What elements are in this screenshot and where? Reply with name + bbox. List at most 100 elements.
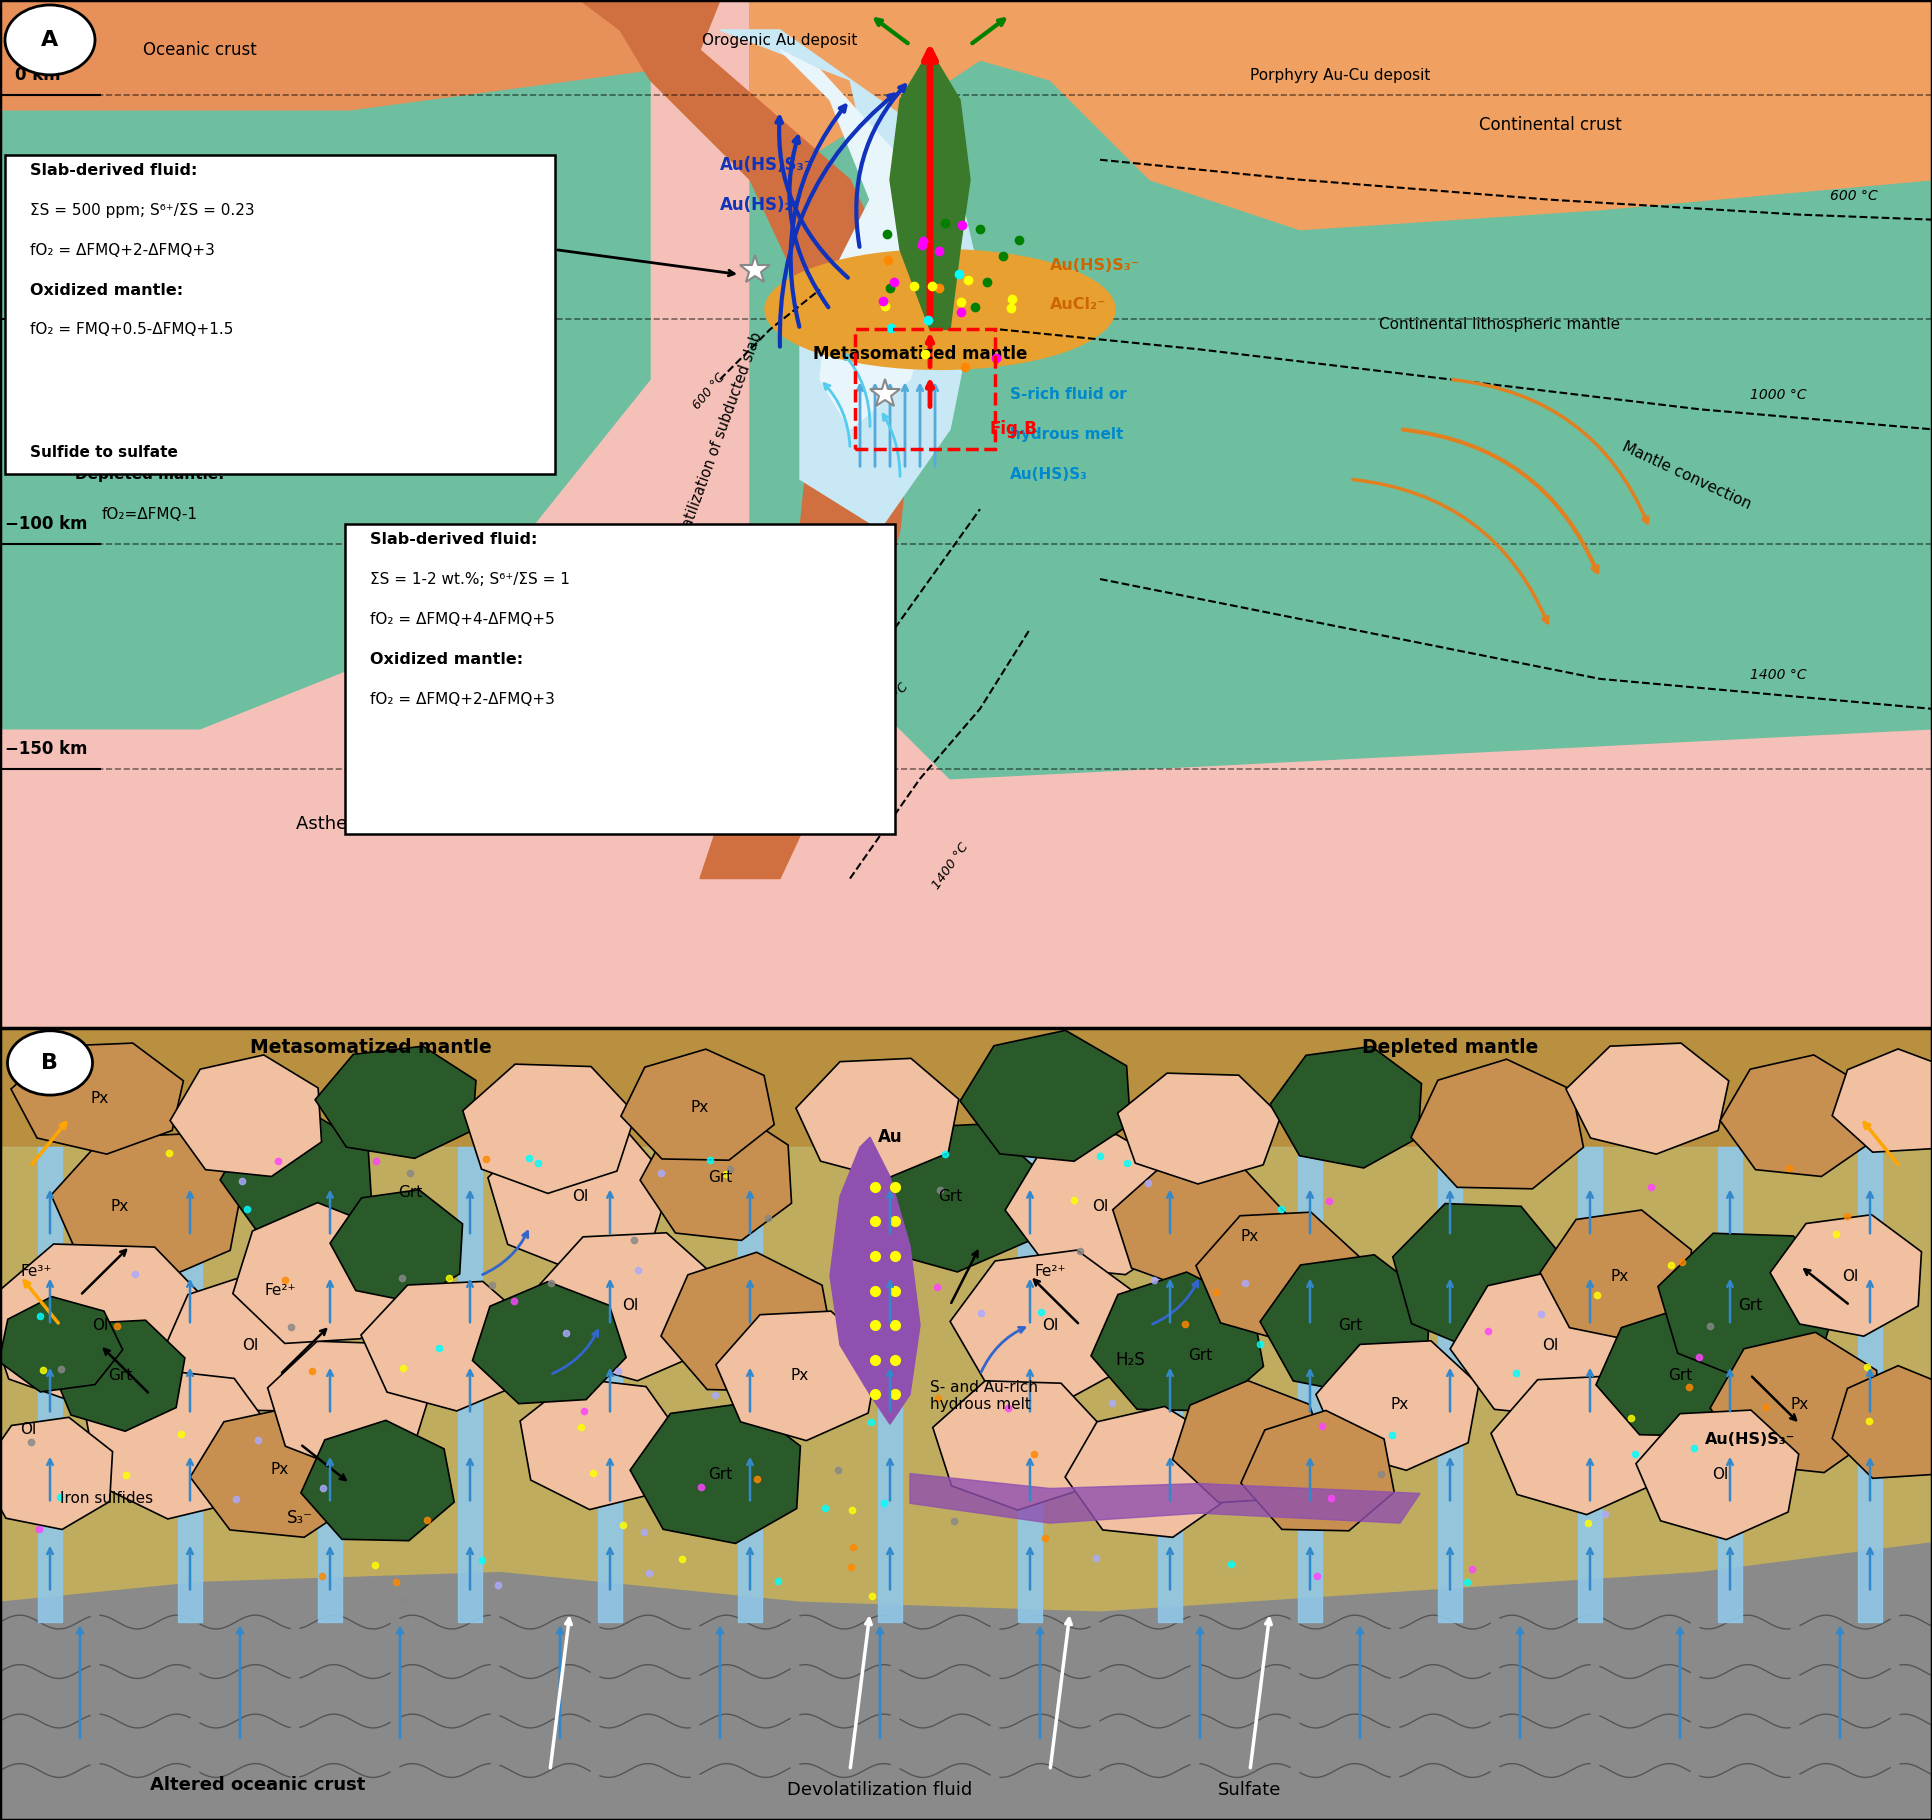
Text: −50 km: −50 km: [6, 291, 75, 309]
Text: Px: Px: [1391, 1398, 1408, 1412]
Polygon shape: [531, 1232, 723, 1381]
Text: Ol: Ol: [1092, 1199, 1109, 1214]
Text: Orogenic Au deposit: Orogenic Au deposit: [703, 33, 858, 47]
Polygon shape: [910, 1474, 1420, 1523]
Text: Altered oceanic crust: Altered oceanic crust: [151, 1776, 365, 1795]
Polygon shape: [620, 1048, 775, 1159]
Text: Ol: Ol: [19, 1421, 37, 1438]
Text: Oxidized mantle:: Oxidized mantle:: [31, 282, 184, 297]
Text: Grt: Grt: [1337, 1318, 1362, 1332]
Polygon shape: [1832, 1048, 1932, 1152]
Text: Ol: Ol: [1542, 1338, 1557, 1352]
Text: Metasomatized mantle: Metasomatized mantle: [249, 1037, 493, 1057]
Polygon shape: [960, 1030, 1130, 1161]
Text: Iron sulfides: Iron sulfides: [60, 1491, 153, 1507]
Text: Grt: Grt: [1739, 1298, 1762, 1314]
Text: H₂S: H₂S: [1115, 1350, 1146, 1369]
Polygon shape: [1710, 1332, 1880, 1472]
Text: Ol: Ol: [242, 1338, 259, 1352]
Polygon shape: [1092, 1272, 1264, 1410]
Text: Fe³⁺: Fe³⁺: [19, 1263, 52, 1279]
Polygon shape: [721, 29, 980, 530]
Text: −100 km: −100 km: [6, 515, 87, 533]
Polygon shape: [1196, 1212, 1358, 1341]
Polygon shape: [1636, 1410, 1799, 1540]
Polygon shape: [1117, 1074, 1281, 1185]
Text: fO₂=ΔFMQ-1: fO₂=ΔFMQ-1: [102, 508, 197, 522]
Text: 0 km: 0 km: [15, 66, 60, 84]
Bar: [458, 1147, 481, 1622]
Text: Grt: Grt: [707, 1170, 732, 1185]
Bar: [0, 0, 1932, 109]
Polygon shape: [1173, 1381, 1325, 1503]
Text: 600 °C: 600 °C: [1830, 189, 1878, 202]
Text: Sulfide to sulfate: Sulfide to sulfate: [31, 446, 178, 460]
Polygon shape: [796, 1059, 958, 1179]
Text: Ol: Ol: [93, 1318, 108, 1332]
Text: Fig.B: Fig.B: [989, 420, 1037, 439]
Polygon shape: [464, 1065, 636, 1194]
Polygon shape: [1005, 1134, 1184, 1274]
Text: Grt: Grt: [398, 1185, 421, 1199]
Text: Continental crust: Continental crust: [1478, 116, 1621, 135]
Text: Devolatilization fluid: Devolatilization fluid: [788, 1782, 972, 1800]
Bar: [738, 1147, 761, 1622]
Polygon shape: [831, 1138, 920, 1423]
Ellipse shape: [6, 5, 95, 75]
Text: Slab-derived fluid:: Slab-derived fluid:: [371, 531, 537, 548]
Bar: [877, 1147, 902, 1622]
Text: 600 °C: 600 °C: [690, 371, 728, 413]
Text: Grt: Grt: [108, 1367, 131, 1383]
Polygon shape: [1269, 1046, 1422, 1168]
Polygon shape: [1596, 1307, 1758, 1436]
Text: 1400 °C: 1400 °C: [1750, 668, 1806, 682]
Text: Au(HS)₂⁻: Au(HS)₂⁻: [721, 197, 802, 213]
Polygon shape: [1451, 1269, 1640, 1418]
Polygon shape: [750, 60, 980, 149]
Text: fO₂ = ΔFMQ+2-ΔFMQ+3: fO₂ = ΔFMQ+2-ΔFMQ+3: [31, 242, 214, 258]
Text: Px: Px: [692, 1101, 709, 1116]
Text: Px: Px: [91, 1090, 108, 1105]
Polygon shape: [1540, 1210, 1692, 1341]
Polygon shape: [661, 1252, 833, 1390]
Polygon shape: [50, 1134, 243, 1281]
Text: Ol: Ol: [1712, 1467, 1727, 1481]
Text: Grt: Grt: [707, 1467, 732, 1481]
Polygon shape: [0, 1296, 124, 1392]
Text: Mantle convection: Mantle convection: [1621, 439, 1754, 511]
Text: Depleted mantle: Depleted mantle: [1362, 1037, 1538, 1057]
FancyBboxPatch shape: [6, 155, 554, 475]
Text: AuCl₂⁻: AuCl₂⁻: [1049, 297, 1107, 313]
Polygon shape: [1410, 1059, 1584, 1188]
Polygon shape: [50, 1320, 185, 1431]
Text: S₃⁻: S₃⁻: [288, 1509, 313, 1527]
Text: 1000 °C: 1000 °C: [1750, 388, 1806, 402]
Text: Asthenospheric mantle: Asthenospheric mantle: [296, 815, 504, 832]
Polygon shape: [269, 1341, 431, 1471]
Polygon shape: [1393, 1203, 1565, 1350]
Bar: [1859, 1147, 1882, 1622]
Text: Grt: Grt: [937, 1190, 962, 1205]
Text: Metasomatized mantle: Metasomatized mantle: [813, 346, 1028, 364]
Text: Ol: Ol: [622, 1298, 638, 1314]
Polygon shape: [0, 1245, 214, 1410]
Polygon shape: [1065, 1407, 1227, 1538]
Text: Oceanic lithospheric mantle: Oceanic lithospheric mantle: [143, 218, 357, 233]
Text: Oceanic crust: Oceanic crust: [143, 40, 257, 58]
Polygon shape: [0, 0, 649, 109]
Bar: [178, 1147, 203, 1622]
Text: Au(HS)S₃⁻: Au(HS)S₃⁻: [1704, 1432, 1795, 1447]
Polygon shape: [1260, 1254, 1430, 1394]
Polygon shape: [301, 1420, 454, 1542]
Text: Oxidized mantle:: Oxidized mantle:: [371, 652, 524, 666]
Text: fO₂ = ΔFMQ+4-ΔFMQ+5: fO₂ = ΔFMQ+4-ΔFMQ+5: [371, 612, 554, 626]
Polygon shape: [951, 1250, 1140, 1400]
Text: Grt: Grt: [1667, 1367, 1692, 1383]
Polygon shape: [170, 1056, 321, 1176]
Bar: [1018, 1147, 1041, 1622]
Polygon shape: [891, 49, 970, 329]
Polygon shape: [489, 1125, 670, 1272]
Text: B: B: [41, 1054, 58, 1074]
Polygon shape: [1240, 1410, 1395, 1531]
Polygon shape: [1719, 1056, 1872, 1176]
